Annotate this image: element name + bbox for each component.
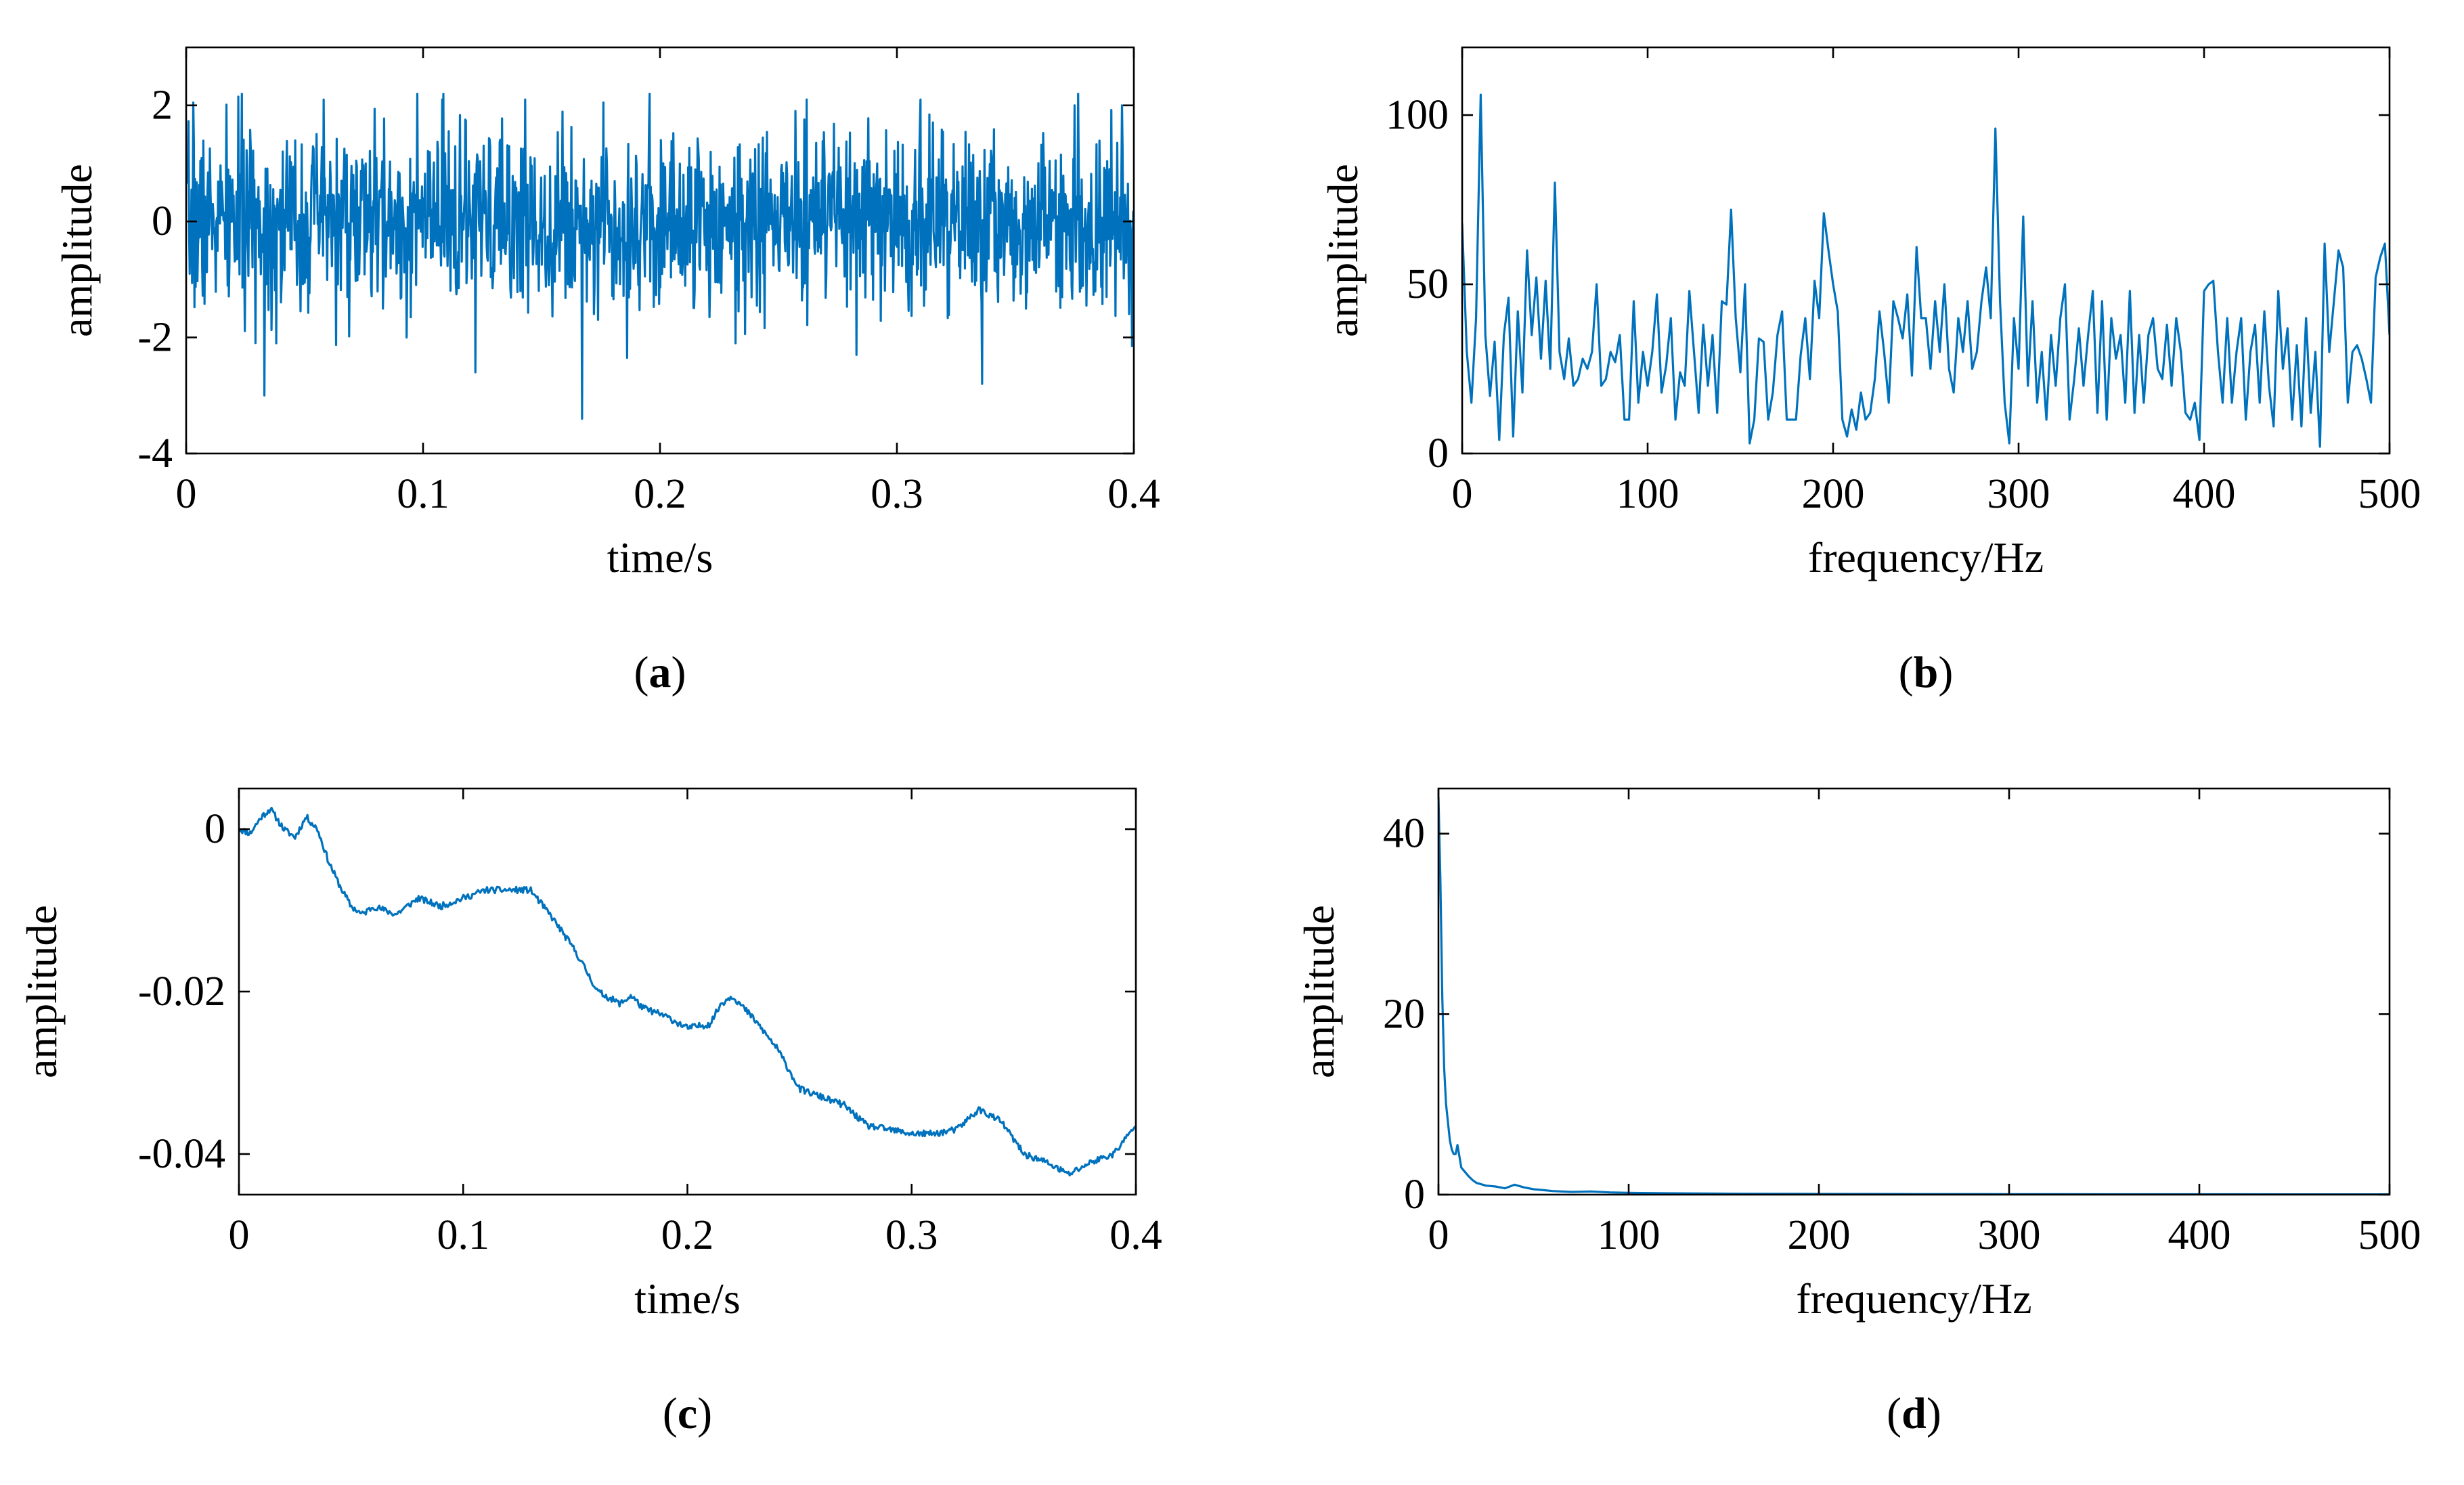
y-tick-label-a-1: -2 — [137, 315, 173, 361]
chart-panel-d: 0 100 200 300 400 500 0 20 40 frequency/Hz amplitu… — [1295, 787, 2421, 1438]
panel-caption-a: (a) — [634, 648, 686, 697]
series-line-c — [239, 806, 1136, 1177]
y-axis-label-b: amplitude — [1319, 164, 1367, 337]
x-axis-label-b: frequency/Hz — [1808, 533, 2044, 581]
x-tick-label-b-0: 0 — [1452, 471, 1473, 517]
x-tick-label-a-1: 0.1 — [397, 471, 449, 517]
y-axis-label-c: amplitude — [18, 905, 66, 1078]
y-tick-label-a-3: 2 — [152, 83, 173, 129]
plot-frame-b — [1461, 46, 2391, 455]
y-tick-label-d-2: 40 — [1383, 811, 1425, 857]
chart-panel-a: 0 0.1 0.2 0.3 0.4 -4 -2 0 2 time/s amplitude (a) — [53, 46, 1160, 697]
y-tick-label-a-0: -4 — [137, 430, 173, 476]
panel-caption-d: (d) — [1887, 1389, 1941, 1438]
x-tick-label-a-2: 0.2 — [634, 471, 686, 517]
x-axis-label-c: time/s — [634, 1275, 740, 1323]
x-tick-label-d-3: 300 — [1978, 1212, 2041, 1258]
panel-caption-c: (c) — [663, 1389, 712, 1438]
y-tick-label-d-0: 0 — [1404, 1172, 1425, 1218]
y-axis-label-d: amplitude — [1295, 905, 1343, 1078]
x-tick-label-d-2: 200 — [1788, 1212, 1851, 1258]
x-tick-label-a-4: 0.4 — [1107, 471, 1160, 517]
plot-frame-d — [1437, 787, 2391, 1196]
plot-frame-c — [238, 787, 1137, 1196]
x-tick-label-b-2: 200 — [1802, 471, 1865, 517]
y-tick-label-c-0: -0.04 — [138, 1131, 225, 1177]
series-line-a — [186, 92, 1134, 420]
x-tick-label-b-4: 400 — [2173, 471, 2236, 517]
y-tick-label-a-2: 0 — [152, 198, 173, 244]
y-tick-label-b-1: 50 — [1407, 261, 1449, 307]
y-tick-label-b-0: 0 — [1428, 430, 1449, 476]
chart-panel-b: 0 100 200 300 400 500 0 50 100 frequency/Hz amplit… — [1319, 46, 2421, 697]
x-tick-label-d-4: 400 — [2168, 1212, 2231, 1258]
panel-caption-b: (b) — [1899, 648, 1954, 697]
x-axis-label-d: frequency/Hz — [1796, 1275, 2031, 1323]
x-tick-label-d-0: 0 — [1428, 1212, 1449, 1258]
series-line-b — [1462, 93, 2390, 448]
x-tick-label-d-5: 500 — [2358, 1212, 2421, 1258]
y-tick-label-c-1: -0.02 — [138, 969, 225, 1015]
x-tick-label-a-3: 0.3 — [871, 471, 923, 517]
x-tick-label-b-1: 100 — [1616, 471, 1679, 517]
y-axis-label-a: amplitude — [53, 164, 101, 337]
x-tick-label-c-2: 0.2 — [661, 1212, 714, 1258]
y-tick-label-b-2: 100 — [1386, 92, 1449, 138]
chart-panel-c: 0 0.1 0.2 0.3 0.4 -0.04 -0.02 0 time/s amplitude (… — [18, 787, 1162, 1438]
x-tick-label-c-3: 0.3 — [885, 1212, 938, 1258]
x-tick-label-b-5: 500 — [2358, 471, 2421, 517]
x-tick-label-c-1: 0.1 — [437, 1212, 490, 1258]
y-tick-label-c-2: 0 — [204, 806, 225, 852]
y-tick-label-d-1: 20 — [1383, 991, 1425, 1037]
x-tick-label-c-4: 0.4 — [1109, 1212, 1162, 1258]
x-axis-label-a: time/s — [607, 533, 713, 581]
x-tick-label-d-1: 100 — [1598, 1212, 1660, 1258]
x-tick-label-c-0: 0 — [229, 1212, 250, 1258]
x-tick-label-b-3: 300 — [1987, 471, 2050, 517]
series-line-d — [1438, 797, 2390, 1195]
x-tick-label-a-0: 0 — [176, 471, 197, 517]
